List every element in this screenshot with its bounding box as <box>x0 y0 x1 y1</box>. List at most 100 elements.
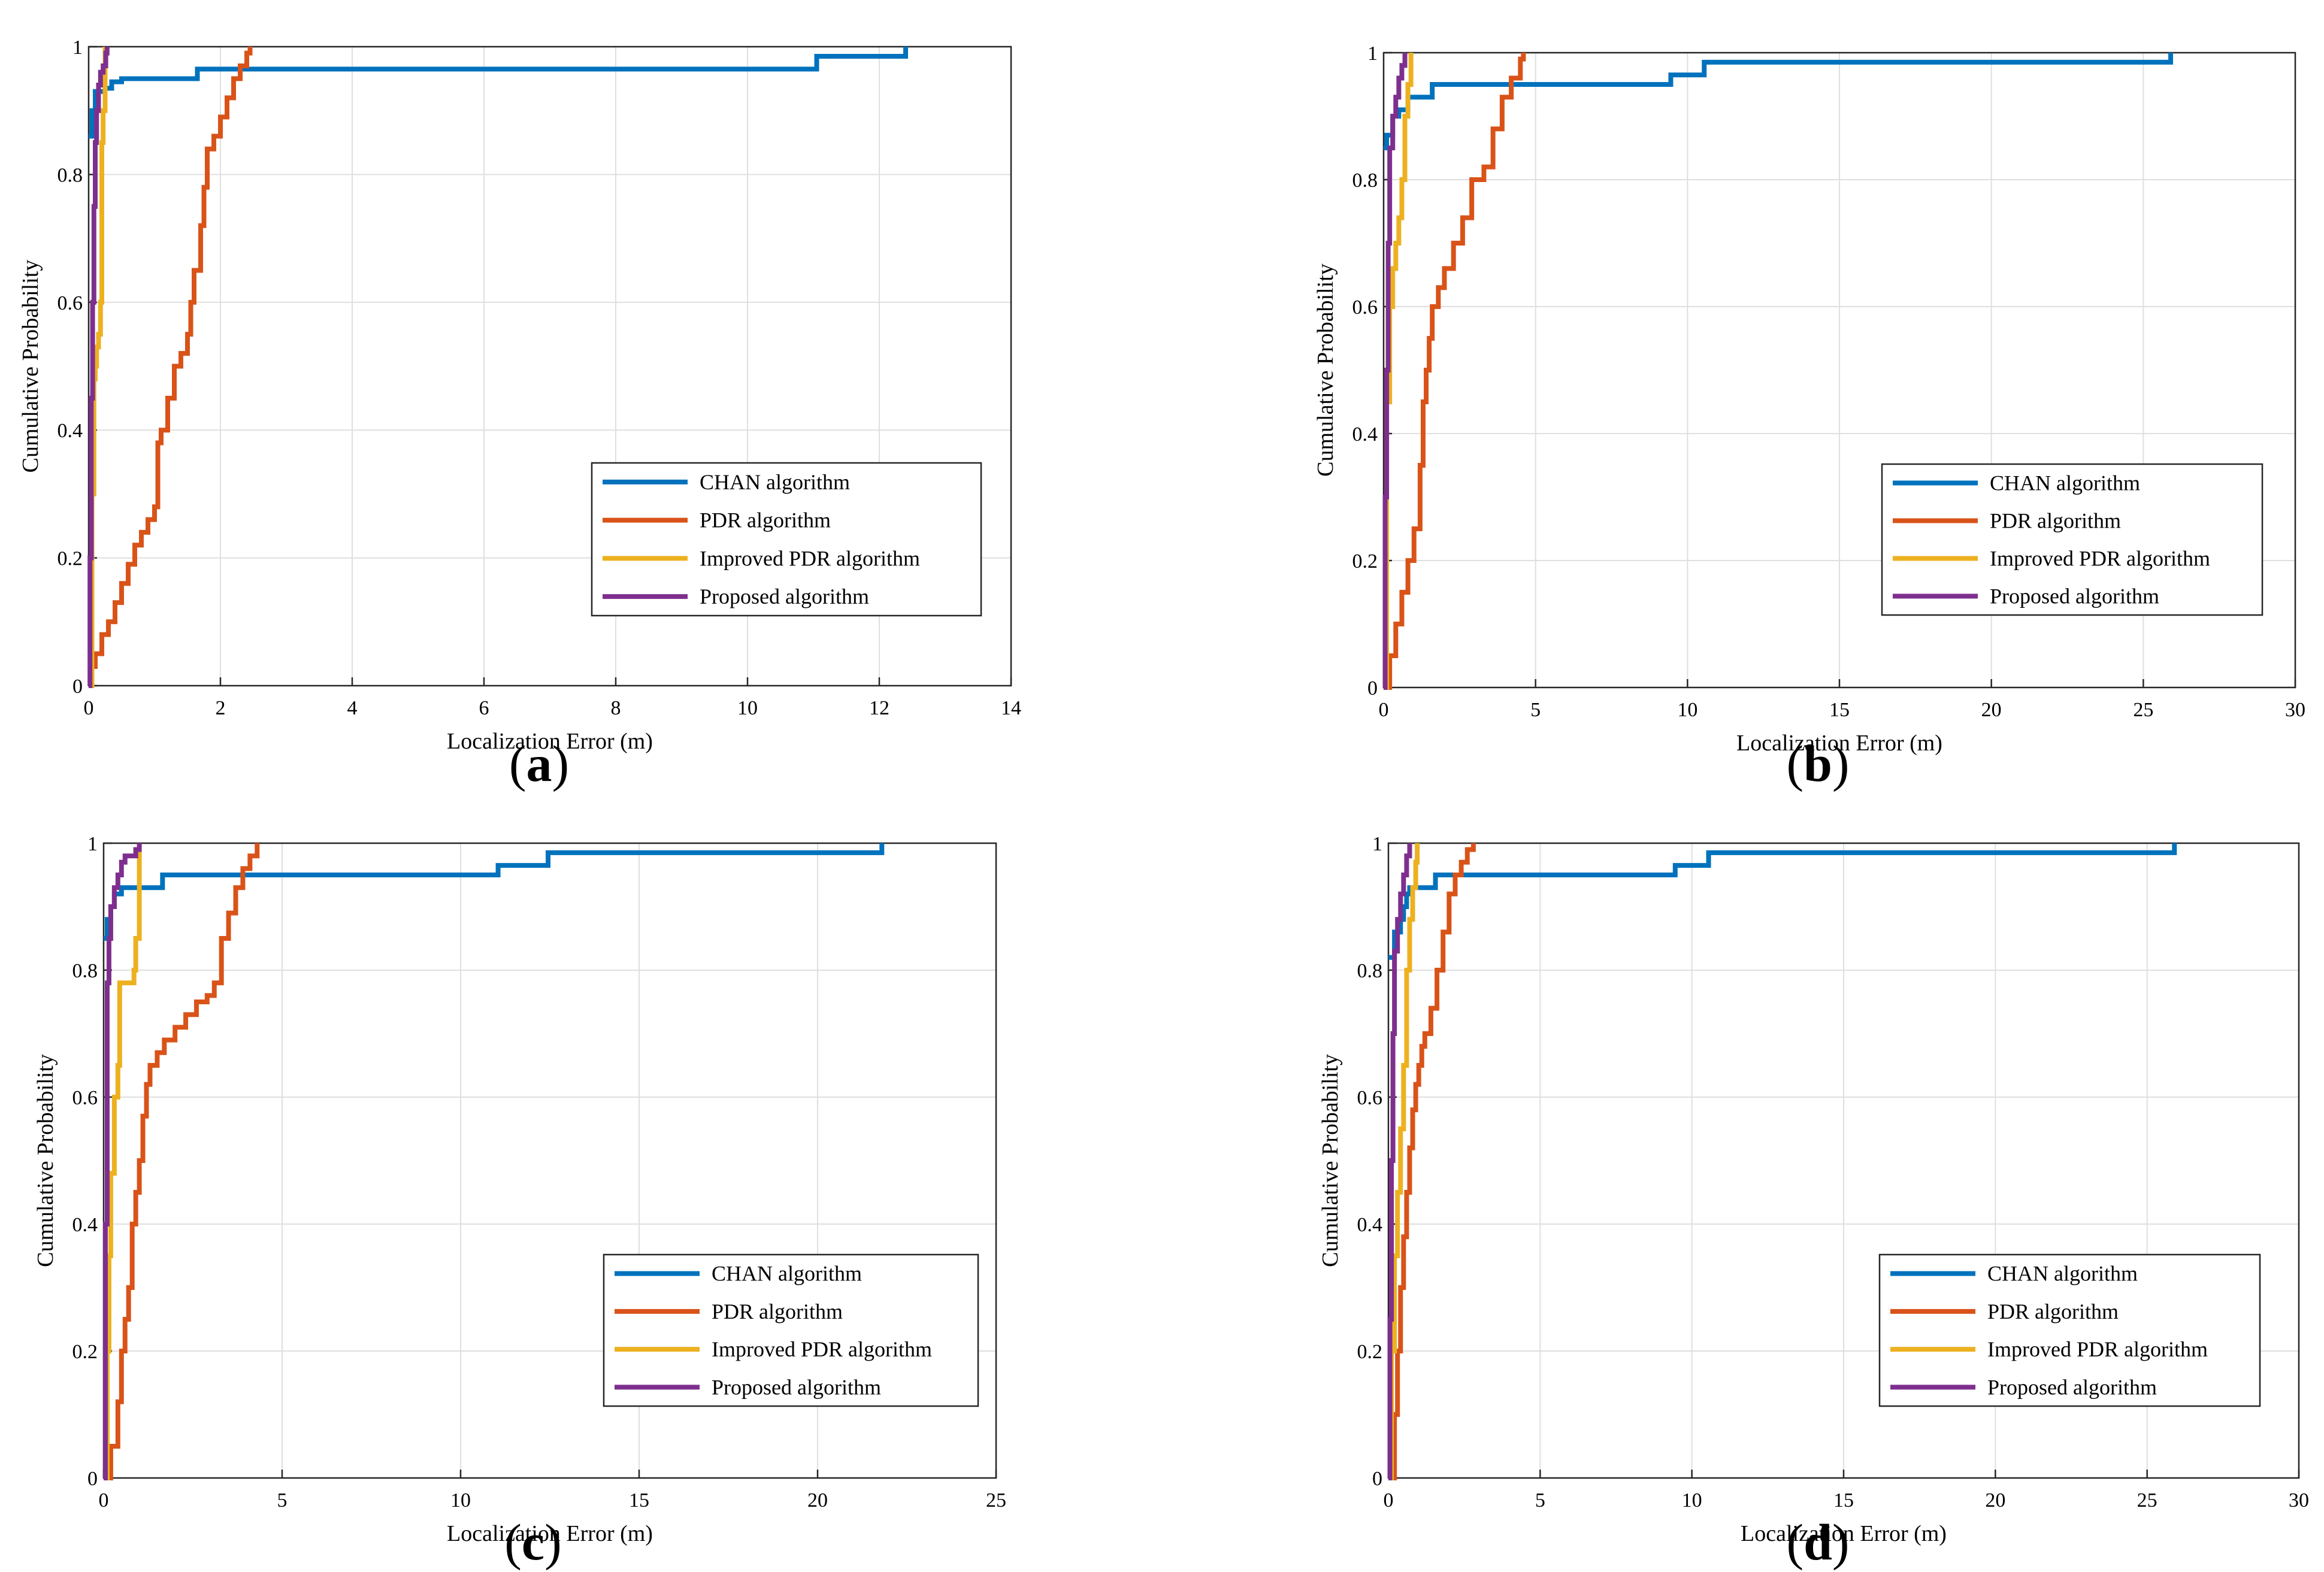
x-tick-label: 5 <box>277 1489 288 1512</box>
series-line-proposed <box>87 47 110 688</box>
y-tick-label: 1 <box>87 833 98 855</box>
y-tick-label: 0.8 <box>72 960 98 982</box>
caption-d: (d) <box>1786 1513 1850 1571</box>
y-tick-label: 0.6 <box>1352 296 1378 319</box>
x-tick-label: 25 <box>2137 1489 2157 1512</box>
y-tick-label: 0.8 <box>1357 960 1383 982</box>
series-line-pdr <box>1388 843 1476 1480</box>
x-tick-label: 25 <box>986 1489 1006 1512</box>
x-tick-label: 20 <box>807 1489 828 1512</box>
series-line-pdr <box>1384 53 1526 690</box>
y-tick-label: 0.6 <box>72 1087 98 1109</box>
axes-box <box>87 46 1012 687</box>
x-tick-label: 6 <box>479 697 489 719</box>
y-tick-label: 0.4 <box>1352 423 1378 446</box>
y-tick-label: 0 <box>1367 677 1378 699</box>
x-tick-label: 0 <box>1379 699 1389 721</box>
legend-label: Proposed algorithm <box>1990 584 2159 608</box>
legend-box <box>591 462 982 617</box>
y-tick-label: 1 <box>1372 833 1382 855</box>
caption-a: (a) <box>509 735 570 792</box>
x-tick-label: 4 <box>347 697 358 719</box>
x-axis-label: Localization Error (m) <box>447 1521 653 1546</box>
legend-label: Improved PDR algorithm <box>1990 547 2210 571</box>
series-line-improved <box>104 843 142 1480</box>
y-axis-label: Cumulative Probability <box>18 260 43 473</box>
chart-panel-a: 0 2 4 6 8 10 12 14 0 0.2 0.4 0.6 0.8 1 Localization Er… <box>18 37 1021 754</box>
legend-label: CHAN algorithm <box>700 470 850 494</box>
x-tick-label: 10 <box>1682 1489 1702 1512</box>
legend-label: CHAN algorithm <box>712 1262 862 1286</box>
series-line-chan <box>1388 843 2177 960</box>
x-tick-label: 30 <box>2285 699 2305 721</box>
series-line-improved <box>1384 53 1414 690</box>
x-tick-label: 15 <box>629 1489 649 1512</box>
chart-panel-b: 0 5 10 15 20 25 30 0 0.2 0.4 0.6 0.8 1 Localization E… <box>1313 43 2305 756</box>
y-tick-label: 0.2 <box>58 548 83 570</box>
series-line-proposed <box>1382 53 1408 690</box>
legend-label: Improved PDR algorithm <box>712 1337 932 1361</box>
x-tick-label: 15 <box>1829 699 1850 721</box>
chart-panel-c: 0 5 10 15 20 25 0 0.2 0.4 0.6 0.8 1 Localization Err… <box>33 833 1006 1546</box>
legend-label: CHAN algorithm <box>1990 471 2140 495</box>
legend-label: Improved PDR algorithm <box>1987 1337 2208 1361</box>
y-axis-label: Cumulative Probability <box>1318 1054 1343 1267</box>
series-line-pdr <box>89 47 253 688</box>
y-tick-label: 0.6 <box>58 292 83 314</box>
legend-box <box>1881 463 2264 616</box>
x-tick-label: 10 <box>450 1489 471 1512</box>
x-tick-label: 25 <box>2133 699 2153 721</box>
legend-label: PDR algorithm <box>700 508 831 532</box>
legend-box <box>1878 1253 2261 1407</box>
x-tick-label: 12 <box>869 697 889 719</box>
x-tick-label: 15 <box>1833 1489 1854 1512</box>
x-tick-label: 5 <box>1535 1489 1545 1512</box>
legend-label: PDR algorithm <box>712 1300 843 1323</box>
axes-box <box>102 842 997 1479</box>
x-tick-label: 10 <box>1677 699 1697 721</box>
legend-label: PDR algorithm <box>1990 509 2121 533</box>
series-line-proposed <box>1387 843 1412 1480</box>
y-tick-label: 0.4 <box>58 420 83 442</box>
legend-label: Improved PDR algorithm <box>700 546 920 570</box>
series-line-improved <box>89 47 108 688</box>
legend-label: Proposed algorithm <box>700 584 869 608</box>
x-tick-label: 10 <box>737 697 758 719</box>
caption-b: (b) <box>1786 735 1850 792</box>
x-axis-label: Localization Error (m) <box>1741 1521 1947 1546</box>
y-tick-label: 0 <box>72 676 83 698</box>
y-tick-label: 0 <box>1372 1468 1382 1490</box>
x-tick-label: 0 <box>84 697 94 719</box>
legend-label: CHAN algorithm <box>1987 1262 2138 1286</box>
x-tick-label: 0 <box>99 1489 109 1512</box>
y-tick-label: 1 <box>72 37 83 59</box>
y-axis-label: Cumulative Probability <box>33 1054 58 1267</box>
x-tick-label: 30 <box>2289 1489 2309 1512</box>
legend-box <box>603 1253 979 1407</box>
x-axis-label: Localization Error (m) <box>447 729 653 754</box>
y-tick-label: 0.4 <box>1357 1214 1383 1236</box>
y-tick-label: 0 <box>87 1468 98 1490</box>
y-axis-label: Cumulative Probability <box>1313 263 1338 477</box>
x-tick-label: 5 <box>1530 699 1541 721</box>
caption-c: (c) <box>504 1513 562 1571</box>
x-tick-label: 2 <box>216 697 226 719</box>
legend-label: Proposed algorithm <box>1987 1375 2157 1399</box>
x-tick-label: 14 <box>1001 697 1021 719</box>
x-tick-label: 0 <box>1384 1489 1394 1512</box>
series-line-chan <box>89 47 908 139</box>
y-tick-label: 1 <box>1367 43 1378 65</box>
x-tick-label: 20 <box>1985 1489 2005 1512</box>
y-tick-label: 0.8 <box>1352 169 1378 192</box>
y-tick-label: 0.8 <box>58 164 83 186</box>
series-line-improved <box>1388 843 1420 1480</box>
chart-panel-d: 0 5 10 15 20 25 30 0 0.2 0.4 0.6 0.8 1 Localization E… <box>1318 833 2309 1546</box>
series-line-pdr <box>104 843 260 1480</box>
y-tick-label: 0.2 <box>1352 550 1378 573</box>
x-tick-label: 8 <box>611 697 621 719</box>
y-tick-label: 0.4 <box>72 1214 98 1236</box>
y-tick-label: 0.2 <box>1357 1341 1383 1363</box>
x-axis-label: Localization Error (m) <box>1736 731 1942 756</box>
legend-label: PDR algorithm <box>1987 1300 2119 1323</box>
y-tick-label: 0.2 <box>72 1341 98 1363</box>
